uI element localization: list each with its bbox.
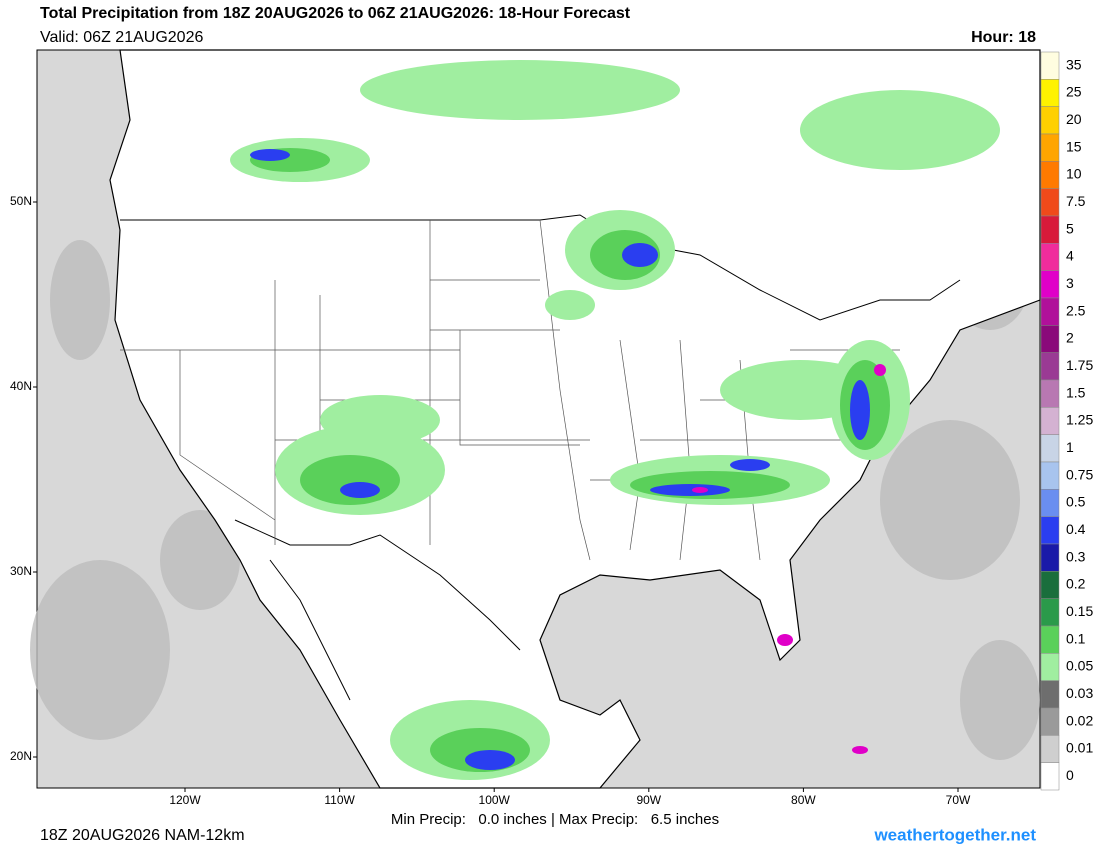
colorbar-swatch [1040,543,1060,572]
colorbar-label: 4 [1066,248,1074,264]
colorbar-swatch [1040,215,1060,244]
precip-stats: Min Precip: 0.0 inches | Max Precip: 6.5… [391,811,719,828]
colorbar-swatch [1040,243,1060,271]
colorbar-swatch [1040,434,1060,463]
colorbar-swatch [1040,516,1060,545]
colorbar-label: 0.03 [1066,685,1093,701]
precip-areas [230,60,1000,780]
colorbar-swatch [1040,297,1060,326]
colorbar-swatch [1040,407,1060,435]
colorbar-label: 0.5 [1066,494,1086,510]
baja-coast [269,559,351,701]
colorbar-swatch [1040,680,1060,709]
lon-label: 120W [169,793,201,807]
colorbar-label: 0.3 [1066,548,1086,564]
colorbar-swatch [1040,489,1060,517]
colorbar-swatch [1040,106,1060,135]
lon-label: 100W [479,793,511,807]
colorbar-swatch [1040,51,1060,80]
colorbar-swatch [1040,625,1060,654]
colorbar-label: 15 [1066,138,1082,154]
land [109,49,1041,789]
colorbar-label: 0.4 [1066,521,1086,537]
colorbar-swatch [1040,79,1060,107]
colorbar-label: 25 [1066,84,1082,100]
map [30,49,1041,789]
us-canada-border [120,214,961,321]
title: Total Precipitation from 18Z 20AUG2026 t… [40,5,631,22]
lon-label: 110W [324,793,355,807]
colorbar-swatch [1040,270,1060,299]
us-mexico-border [234,519,521,651]
colorbar-label: 20 [1066,111,1082,127]
colorbar-label: 2.5 [1066,302,1086,318]
lat-label: 20N [10,749,32,763]
model-run: 18Z 20AUG2026 NAM-12km [40,827,245,844]
colorbar-swatch [1040,133,1060,162]
lat-label: 30N [10,564,32,578]
colorbar-label: 5 [1066,220,1074,236]
forecast-hour: Hour: 18 [971,29,1036,46]
lat-label: 50N [10,194,32,208]
colorbar-label: 7.5 [1066,193,1086,209]
colorbar-swatch [1040,325,1060,353]
colorbar-label: 1 [1066,439,1074,455]
colorbar-swatch [1040,379,1060,408]
colorbar-label: 1.75 [1066,357,1093,373]
colorbar-label: 3 [1066,275,1074,291]
colorbar-label: 0.1 [1066,630,1086,646]
colorbar-swatch [1040,571,1060,599]
colorbar-swatch [1040,707,1060,736]
colorbar-label: 0.75 [1066,466,1093,482]
colorbar-label: 0.2 [1066,576,1086,592]
lon-label: 70W [946,793,971,807]
colorbar-swatch [1040,598,1060,627]
colorbar-label: 35 [1066,56,1082,72]
colorbar-swatch [1040,161,1060,189]
lon-label: 90W [636,793,661,807]
colorbar-label: 0.01 [1066,740,1093,756]
colorbar-label: 0.02 [1066,712,1093,728]
colorbar-label: 0.15 [1066,603,1093,619]
lat-label: 40N [10,379,32,393]
site-name: weathertogether.net [873,825,1036,844]
colorbar-swatch [1040,188,1060,217]
colorbar-swatch [1040,653,1060,681]
colorbar-label: 1.5 [1066,384,1086,400]
colorbar-swatch [1040,352,1060,381]
colorbar-swatch [1040,735,1060,763]
valid-time: Valid: 06Z 21AUG2026 [40,29,203,46]
longitude-labels: 120W 110W 100W 90W 80W 70W [169,788,971,807]
colorbar-label: 0 [1066,767,1074,783]
colorbar-label: 0.05 [1066,658,1093,674]
colorbar-label: 10 [1066,166,1082,182]
colorbar-swatch [1040,461,1060,490]
lon-label: 80W [791,793,816,807]
colorbar: 35 25 20 15 10 7.5 5 4 3 2.5 2 1.75 1.5 1.25 1 0.75 0.5 0… [1040,51,1093,791]
colorbar-label: 2 [1066,330,1074,346]
colorbar-label: 1.25 [1066,412,1093,428]
latitude-labels: 50N 40N 30N 20N [10,194,37,763]
colorbar-swatch [1040,762,1060,791]
